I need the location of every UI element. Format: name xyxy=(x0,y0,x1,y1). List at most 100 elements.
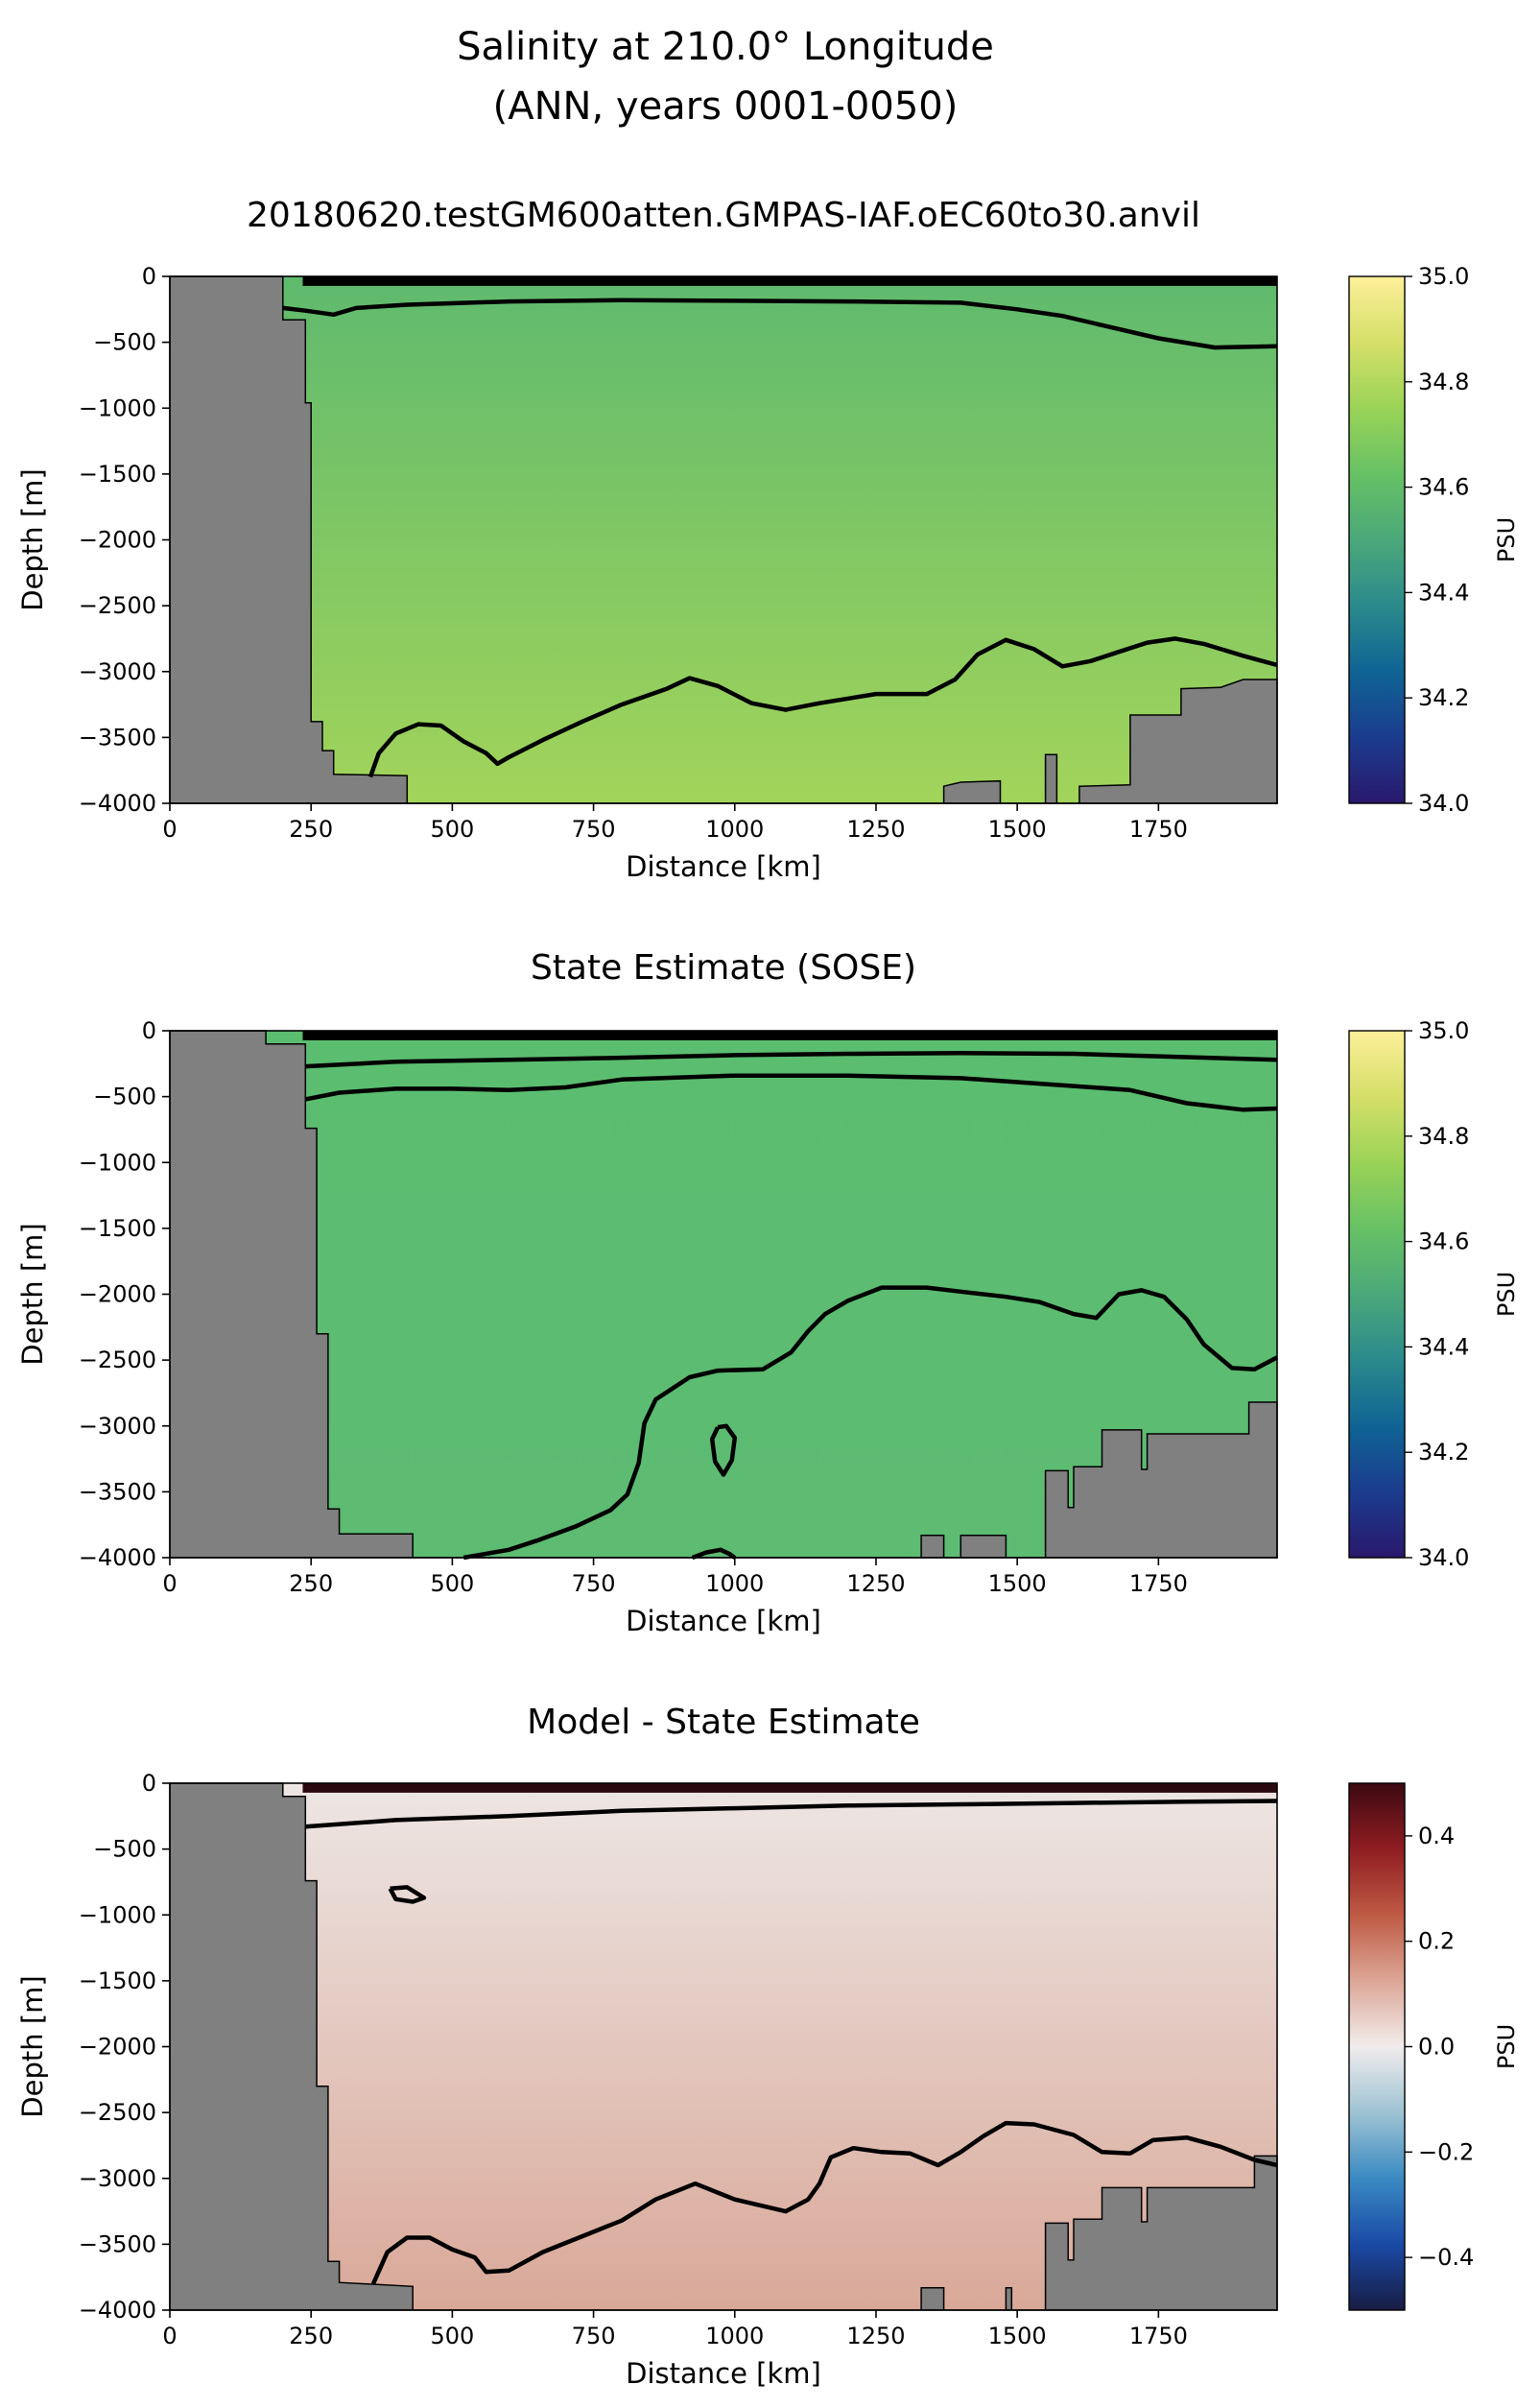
y-tick-label: −2500 xyxy=(79,592,156,619)
y-tick-label: −2000 xyxy=(79,1281,156,1308)
x-tick-label: 250 xyxy=(289,2323,333,2349)
colorbar-label: PSU xyxy=(1493,1272,1520,1317)
contour-line-4 xyxy=(691,1547,737,1561)
y-axis-label: Depth [m] xyxy=(16,468,49,610)
x-tick-label: 750 xyxy=(572,816,616,843)
colorbar-tick-label: −0.4 xyxy=(1418,2244,1474,2271)
y-tick-label: −1000 xyxy=(79,394,156,421)
x-axis-label: Distance [km] xyxy=(626,1605,821,1637)
y-tick-label: −3500 xyxy=(79,1478,156,1505)
y-axis-label: Depth [m] xyxy=(16,1975,49,2117)
y-tick-label: −1000 xyxy=(79,1901,156,1928)
y-tick-label: −1000 xyxy=(79,1149,156,1176)
panel-difference: Model - State Estimate 0 250 500 750 1000 1250… xyxy=(16,1703,1520,2390)
x-tick-label: 1250 xyxy=(846,816,905,843)
colorbar-tick-label: 0.0 xyxy=(1418,2034,1455,2061)
y-tick-label: 0 xyxy=(142,1770,156,1797)
panel-title: Model - State Estimate xyxy=(527,1703,920,1742)
y-tick-label: −2000 xyxy=(79,527,156,554)
colorbar-tick-label: 34.0 xyxy=(1418,1544,1469,1571)
x-tick-label: 750 xyxy=(572,2323,616,2349)
y-axis-label: Depth [m] xyxy=(16,1223,49,1365)
panel-sose: State Estimate (SOSE) 0 250 500 750 1000 1250 1… xyxy=(16,948,1520,1637)
y-tick-label: −1500 xyxy=(79,461,156,488)
x-tick-label: 1750 xyxy=(1129,816,1188,843)
y-tick-label: −3500 xyxy=(79,2230,156,2257)
contour-line-0 xyxy=(305,1799,1278,1829)
y-tick-label: −500 xyxy=(93,1836,156,1863)
contour-line-2 xyxy=(370,2120,1278,2285)
contour-line-1 xyxy=(388,1885,427,1904)
bathymetry xyxy=(169,275,1278,804)
x-tick-label: 1750 xyxy=(1129,1570,1188,1597)
surface-layer xyxy=(302,276,1278,286)
y-tick-label: −4000 xyxy=(79,790,156,817)
x-tick-label: 0 xyxy=(162,1570,177,1597)
colorbar-label: PSU xyxy=(1493,2024,1520,2069)
contour-line-0 xyxy=(305,1051,1278,1069)
x-tick-label: 0 xyxy=(162,2323,177,2349)
y-tick-label: −2500 xyxy=(79,1347,156,1373)
panel-title: 20180620.testGM600atten.GMPAS-IAF.oEC60t… xyxy=(247,196,1200,235)
colorbar-tick-label: 0.2 xyxy=(1418,1928,1455,1955)
colorbar xyxy=(1348,275,1406,804)
contour-line-1 xyxy=(304,1073,1278,1112)
colorbar-tick-label: 35.0 xyxy=(1418,1017,1469,1044)
colorbar-tick-label: 34.6 xyxy=(1418,1228,1469,1255)
y-tick-label: −2000 xyxy=(79,2034,156,2061)
x-tick-label: 1250 xyxy=(846,1570,905,1597)
y-tick-label: −3000 xyxy=(79,2165,156,2192)
panel-model: 20180620.testGM600atten.GMPAS-IAF.oEC60t… xyxy=(16,196,1520,883)
colorbar-tick-label: 34.4 xyxy=(1418,579,1469,606)
panels: 20180620.testGM600atten.GMPAS-IAF.oEC60t… xyxy=(16,196,1520,2390)
y-tick-label: −4000 xyxy=(79,2297,156,2324)
y-tick-label: −1500 xyxy=(79,1215,156,1242)
y-tick-label: 0 xyxy=(142,1017,156,1044)
panel-title: State Estimate (SOSE) xyxy=(531,948,916,988)
x-tick-label: 500 xyxy=(430,1570,474,1597)
y-tick-label: −1500 xyxy=(79,1967,156,1994)
y-tick-label: −500 xyxy=(93,1084,156,1110)
figure-title-line2: (ANN, years 0001-0050) xyxy=(493,84,959,129)
x-axis-label: Distance [km] xyxy=(626,850,821,883)
x-tick-label: 1250 xyxy=(846,2323,905,2349)
colorbar xyxy=(1348,1030,1406,1559)
x-tick-label: 1750 xyxy=(1129,2323,1188,2349)
y-tick-label: −3500 xyxy=(79,724,156,751)
y-tick-label: −3000 xyxy=(79,658,156,685)
colorbar-tick-label: 34.8 xyxy=(1418,1123,1469,1150)
colorbar-tick-label: 34.2 xyxy=(1418,1439,1469,1466)
contour-line-3 xyxy=(709,1423,738,1477)
x-tick-label: 750 xyxy=(572,1570,616,1597)
salinity-field xyxy=(170,276,1277,803)
x-tick-label: 500 xyxy=(430,816,474,843)
bathymetry xyxy=(169,1030,1278,1559)
x-tick-label: 250 xyxy=(289,1570,333,1597)
colorbar-tick-label: 34.8 xyxy=(1418,369,1469,395)
surface-layer xyxy=(302,1783,1278,1793)
colorbar-label: PSU xyxy=(1493,517,1520,562)
x-tick-label: 0 xyxy=(162,816,177,843)
colorbar-tick-label: 34.4 xyxy=(1418,1333,1469,1360)
x-axis-label: Distance [km] xyxy=(626,2357,821,2390)
x-tick-label: 500 xyxy=(430,2323,474,2349)
colorbar-tick-label: 34.2 xyxy=(1418,684,1469,711)
x-tick-label: 250 xyxy=(289,816,333,843)
x-tick-label: 1500 xyxy=(988,2323,1047,2349)
surface-layer xyxy=(302,1031,1278,1040)
contour-line-0 xyxy=(282,298,1278,350)
contour-line-2 xyxy=(462,1285,1279,1561)
colorbar-tick-label: 0.4 xyxy=(1418,1823,1455,1849)
colorbar-tick-label: −0.2 xyxy=(1418,2138,1474,2165)
contour-line-1 xyxy=(367,636,1278,778)
colorbar xyxy=(1348,1782,1406,2311)
y-tick-label: −2500 xyxy=(79,2099,156,2126)
y-tick-label: −4000 xyxy=(79,1544,156,1571)
x-tick-label: 1000 xyxy=(705,1570,764,1597)
bathymetry xyxy=(169,1782,1278,2311)
x-tick-label: 1000 xyxy=(705,2323,764,2349)
y-tick-label: −500 xyxy=(93,329,156,356)
x-tick-label: 1000 xyxy=(705,816,764,843)
colorbar-tick-label: 34.6 xyxy=(1418,474,1469,501)
